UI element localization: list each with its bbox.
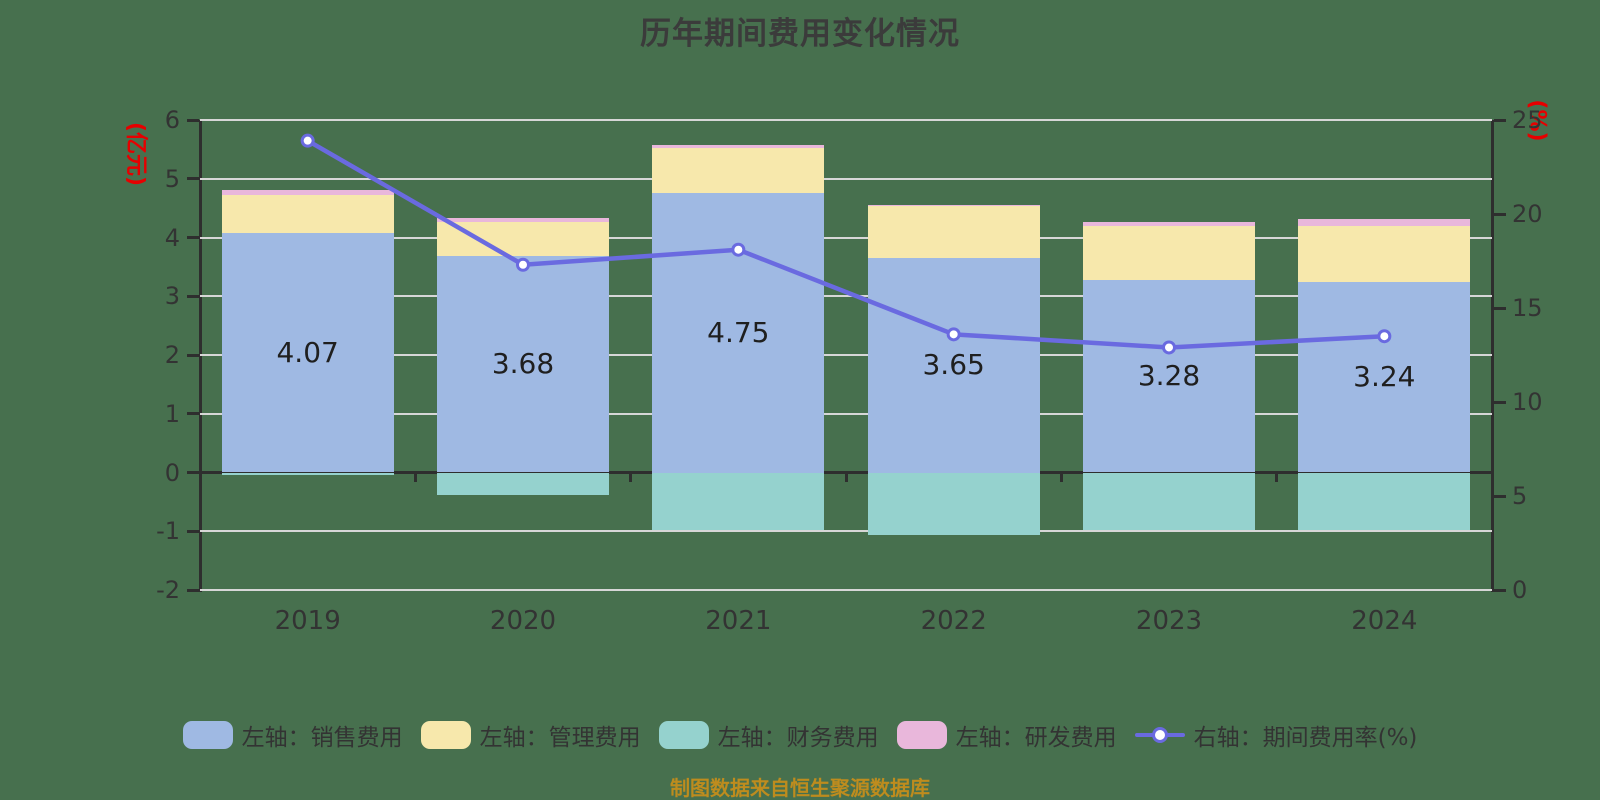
- right-axis-tick: [1494, 212, 1506, 216]
- left-axis-tick: [187, 529, 199, 533]
- bar-segment-rnd-2024: [1298, 219, 1471, 227]
- x-axis-tick: [1275, 472, 1279, 482]
- right-axis-tick-label: 15: [1512, 294, 1543, 322]
- gridline--2: [200, 589, 1492, 591]
- bar-segment-admin-2019: [221, 194, 394, 234]
- left-axis-tick-label: 3: [164, 282, 180, 311]
- right-axis-tick-label: 10: [1512, 388, 1543, 416]
- bar-segment-rnd-2021: [652, 144, 825, 148]
- x-axis-label-2022: 2022: [920, 606, 987, 636]
- bar-segment-finance-2020: [437, 472, 609, 495]
- bar-segment-admin-2021: [652, 147, 825, 194]
- x-axis-label-2020: 2020: [489, 606, 557, 636]
- left-axis-tick: [187, 471, 199, 474]
- x-axis-label-2019: 2019: [274, 606, 341, 636]
- legend: 左轴：销售费用 左轴：管理费用 左轴：财务费用 左轴：研发费用 右轴：期间费用率(%): [0, 718, 1600, 752]
- x-axis-label-2024: 2024: [1351, 606, 1418, 636]
- right-axis-tick-label: 25: [1512, 106, 1543, 134]
- bar-value-label-2024: 3.24: [1353, 360, 1416, 394]
- left-axis-tick-label: -2: [156, 576, 180, 604]
- left-axis-tick-label: 1: [164, 399, 180, 428]
- legend-swatch-sales: [182, 721, 233, 749]
- left-axis-tick-label: 2: [164, 341, 180, 369]
- bar-segment-finance-2024: [1298, 472, 1471, 531]
- legend-item-sales[interactable]: 左轴：销售费用: [182, 718, 403, 752]
- left-axis-tick: [187, 353, 199, 357]
- right-axis-tick: [1494, 400, 1506, 404]
- x-axis-label-2023: 2023: [1135, 606, 1203, 636]
- bar-segment-finance-2021: [652, 472, 825, 531]
- legend-swatch-rnd: [896, 721, 947, 749]
- x-axis-tick: [844, 472, 848, 482]
- gridline--1: [200, 530, 1492, 533]
- legend-label-finance: 左轴：财务费用: [717, 725, 879, 751]
- legend-item-rate[interactable]: 右轴：期间费用率(%): [1134, 718, 1418, 752]
- legend-line-marker: [1134, 721, 1185, 749]
- bar-value-label-2020: 3.68: [491, 347, 555, 381]
- gridline-1: [200, 412, 1492, 415]
- legend-item-admin[interactable]: 左轴：管理费用: [420, 718, 641, 752]
- bar-segment-admin-2023: [1083, 226, 1255, 280]
- x-axis-label-2021: 2021: [705, 606, 772, 636]
- right-axis-tick: [1494, 588, 1506, 592]
- left-axis-line: [199, 120, 202, 592]
- bar-segment-finance-2019: [221, 472, 394, 476]
- rate-line-point: [300, 133, 315, 148]
- gridline-6: [200, 119, 1492, 121]
- left-axis-tick-label: 0: [164, 458, 180, 487]
- bar-segment-admin-2024: [1298, 226, 1471, 283]
- left-axis-tick: [187, 294, 199, 298]
- left-axis-tick-label: 6: [164, 106, 180, 134]
- legend-label-admin: 左轴：管理费用: [479, 725, 641, 751]
- data-source-note: 制图数据来自恒生聚源数据库: [670, 776, 930, 800]
- right-axis-tick: [1494, 118, 1506, 122]
- plot-area: 4.07 3.68 4.75 3.65 3.28 3.24: [200, 119, 1492, 591]
- left-axis-tick: [187, 236, 199, 239]
- chart-title: 历年期间费用变化情况: [640, 16, 960, 52]
- right-axis-tick-label: 20: [1512, 200, 1543, 228]
- right-axis-tick-label: 5: [1512, 482, 1528, 510]
- bar-segment-rnd-2020: [437, 217, 609, 223]
- right-axis-tick: [1494, 494, 1506, 498]
- left-axis-tick: [187, 588, 199, 592]
- x-axis-tick: [413, 472, 417, 482]
- bar-segment-rnd-2022: [867, 204, 1040, 207]
- gridline-5: [200, 177, 1492, 180]
- bar-value-label-2021: 4.75: [707, 315, 770, 349]
- legend-label-sales: 左轴：销售费用: [241, 725, 403, 751]
- legend-item-rnd[interactable]: 左轴：研发费用: [896, 718, 1117, 752]
- bar-value-label-2022: 3.65: [922, 348, 985, 382]
- left-axis-tick: [187, 177, 199, 181]
- right-axis-tick-label: 0: [1512, 576, 1528, 604]
- bar-segment-admin-2022: [867, 206, 1040, 259]
- bar-segment-finance-2022: [867, 472, 1040, 536]
- right-axis-tick: [1494, 306, 1506, 310]
- legend-item-finance[interactable]: 左轴：财务费用: [658, 718, 879, 752]
- legend-swatch-admin: [420, 721, 471, 749]
- x-axis-tick: [1059, 472, 1063, 482]
- bar-segment-admin-2020: [437, 222, 609, 257]
- left-axis-tick: [187, 412, 199, 416]
- gridline-2: [200, 354, 1492, 356]
- bar-value-label-2019: 4.07: [276, 335, 339, 369]
- legend-label-rnd: 左轴：研发费用: [955, 725, 1117, 751]
- left-axis-tick: [187, 118, 199, 122]
- x-axis-tick: [629, 472, 633, 482]
- left-axis-tick-label: 4: [164, 223, 180, 252]
- bar-segment-finance-2023: [1083, 472, 1255, 531]
- bar-segment-rnd-2019: [221, 189, 394, 195]
- bar-value-label-2023: 3.28: [1137, 359, 1201, 393]
- legend-label-rate: 右轴：期间费用率(%): [1193, 725, 1418, 751]
- left-axis-tick-label: 5: [164, 164, 180, 193]
- left-axis-tick-label: -1: [156, 517, 180, 546]
- bar-segment-rnd-2023: [1083, 222, 1255, 227]
- right-axis-line: [1491, 120, 1494, 592]
- legend-swatch-finance: [658, 721, 709, 749]
- legend-line-dot: [1151, 727, 1168, 743]
